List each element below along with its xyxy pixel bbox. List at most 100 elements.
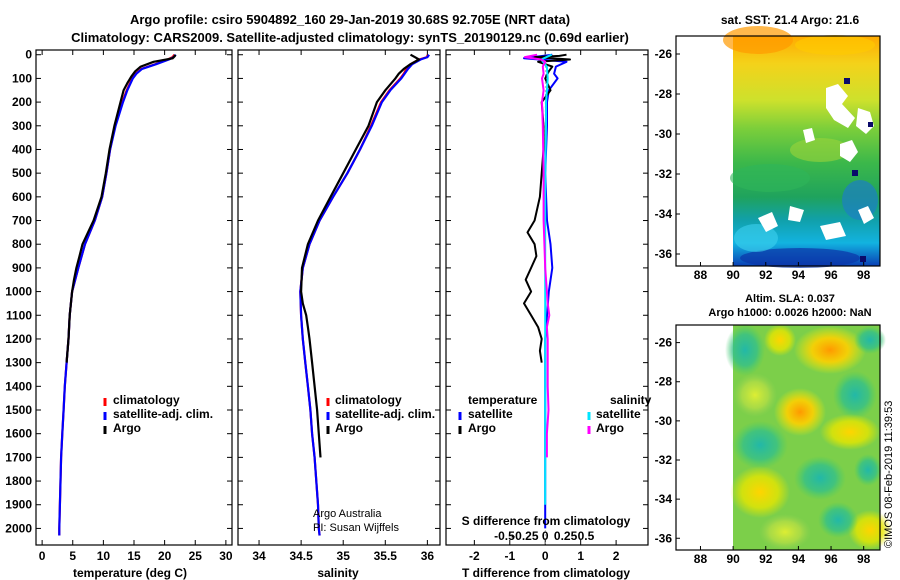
depth-tick-label: 1100: [6, 308, 32, 322]
salinity-legend: climatology satellite-adj. clim. Argo: [326, 393, 435, 435]
legend-climatology-label: climatology: [113, 393, 180, 407]
x-tick-label: 20: [158, 549, 172, 563]
salinity-xlabel: salinity: [317, 566, 359, 580]
map-y-tick-label: -34: [655, 207, 673, 221]
sla-map-title-1: Altim. SLA: 0.037: [745, 293, 835, 305]
temperature-legend: climatology satellite-adj. clim. Argo: [103, 393, 213, 435]
depth-tick-label: 100: [12, 71, 32, 85]
salinity-diff-ticks: -0.5-0.25 0 0.25 0.5: [494, 529, 595, 543]
x-tick-label: -2: [469, 549, 480, 563]
temperature-panel: 0 5 10 15 20 25 30 0 100 200 300 400 500 600 700 800 90…: [5, 48, 233, 580]
map-y-tick-label: -28: [655, 375, 673, 389]
sal-diff-tick-label: -0.5: [494, 529, 515, 543]
x-tick-label: 0: [542, 549, 549, 563]
legend-argo-label: Argo: [113, 421, 141, 435]
title-line-1: Argo profile: csiro 5904892_160 29-Jan-2…: [130, 12, 570, 27]
x-tick-label: 35: [337, 549, 351, 563]
depth-axis: 0 100 200 300 400 500 600 700 800 900 1000 1100 1200…: [5, 48, 232, 535]
difference-profiles: [523, 53, 571, 529]
map-x-tick-label: 96: [824, 268, 838, 282]
sla-frame: [675, 324, 881, 551]
map-y-tick-label: -36: [655, 531, 673, 545]
credit-line-2: PI: Susan Wijffels: [313, 522, 399, 534]
sst-map: sat. SST: 21.4 Argo: 21.6 88 90 92 94 96 9: [655, 13, 881, 282]
depth-tick-label: 1700: [5, 450, 32, 464]
sal-diff-tick-label: 0.5: [578, 529, 595, 543]
map-x-tick-label: 94: [792, 268, 806, 282]
series-climatology: [299, 54, 429, 536]
x-tick-label: 36: [421, 549, 435, 563]
sal-legend-satellite-label: satellite-adj. clim.: [335, 407, 435, 421]
x-tick-label: 2: [613, 549, 620, 563]
depth-tick-label: 2000: [5, 521, 32, 535]
depth-tick-label: 500: [12, 166, 32, 180]
map-y-tick-label: -34: [655, 492, 673, 506]
temperature-x-ticks: 0 5 10 15 20 25 30: [39, 50, 233, 563]
diff-legend-salinity-heading: salinity: [610, 393, 652, 407]
map-y-tick-label: -30: [655, 414, 673, 428]
x-tick-label: 5: [69, 549, 76, 563]
sst-field-features: [723, 26, 878, 268]
salinity-panel: 34 34.5 35 35.5 36 salinity climatology sate…: [237, 49, 441, 580]
x-tick-label: 34.5: [289, 549, 313, 563]
x-tick-label: 25: [189, 549, 203, 563]
depth-tick-label: 200: [12, 95, 32, 109]
difference-legend: temperature salinity satellite Argo sate…: [458, 393, 652, 435]
sal-diff-tick-label: -0.25: [511, 529, 539, 543]
map-x-tick-label: 94: [792, 552, 806, 566]
sla-map-title-2: Argo h1000: 0.0026 h2000: NaN: [708, 307, 871, 319]
diff-legend-s-satellite-label: satellite: [596, 407, 641, 421]
map-y-tick-label: -36: [655, 247, 673, 261]
series-temperature-argo: [523, 53, 571, 363]
depth-tick-label: 1800: [5, 474, 32, 488]
diff-legend-temperature-heading: temperature: [468, 393, 538, 407]
sal-diff-tick-label: 0: [542, 529, 549, 543]
depth-tick-label: 800: [12, 237, 32, 251]
map-y-tick-label: -26: [655, 47, 673, 61]
depth-tick-label: 900: [12, 261, 32, 275]
depth-tick-label: 600: [12, 190, 32, 204]
x-tick-label: 10: [97, 549, 111, 563]
x-tick-label: 30: [219, 549, 233, 563]
depth-tick-label: 1000: [5, 285, 32, 299]
map-y-tick-label: -30: [655, 127, 673, 141]
x-tick-label: 15: [127, 549, 141, 563]
sst-frame: [675, 35, 881, 267]
diff-legend-t-argo-label: Argo: [468, 421, 496, 435]
depth-tick-label: 1200: [5, 332, 32, 346]
sal-legend-climatology-label: climatology: [335, 393, 402, 407]
s-diff-xlabel: S difference from climatology: [462, 514, 631, 528]
salinity-x-ticks: 34 34.5 35 35.5 36: [252, 50, 434, 563]
timestamp: ©IMOS 08-Feb-2019 11:39:53: [883, 401, 895, 548]
legend-satellite-label: satellite-adj. clim.: [113, 407, 213, 421]
map-x-tick-label: 90: [726, 268, 740, 282]
map-x-tick-label: 98: [857, 552, 871, 566]
map-x-tick-label: 90: [726, 552, 740, 566]
sla-map: Altim. SLA: 0.037 Argo h1000: 0.0026 h20…: [655, 293, 892, 566]
t-diff-xlabel: T difference from climatology: [462, 566, 630, 580]
diff-legend-s-argo-label: Argo: [596, 421, 624, 435]
temperature-profiles: [58, 54, 177, 536]
series-salinity-argo: [523, 53, 551, 458]
map-x-tick-label: 88: [694, 552, 708, 566]
x-tick-label: -1: [504, 549, 515, 563]
credit-line-1: Argo Australia: [313, 508, 382, 520]
map-x-tick-label: 96: [824, 552, 838, 566]
series-satellite-adj-clim-: [299, 54, 430, 536]
sla-axis-ticks: 88 90 92 94 96 98 -26 -28 -30 -32 -34 -36: [655, 336, 871, 566]
map-x-tick-label: 92: [759, 268, 773, 282]
difference-panel: -2 -1 0 1 2 T difference from climatology S …: [445, 49, 652, 580]
depth-tick-label: 1500: [5, 403, 32, 417]
x-tick-label: 35.5: [374, 549, 398, 563]
temperature-frame: [35, 49, 233, 546]
map-x-tick-label: 88: [694, 268, 708, 282]
sla-field-features: [725, 324, 892, 550]
map-y-tick-label: -32: [655, 453, 673, 467]
series-salinity-satellite: [540, 53, 553, 505]
map-x-tick-label: 92: [759, 552, 773, 566]
depth-tick-label: 1300: [5, 356, 32, 370]
series-satellite-adj-clim-: [58, 54, 177, 536]
difference-frame: [445, 49, 649, 546]
x-tick-label: 0: [39, 549, 46, 563]
